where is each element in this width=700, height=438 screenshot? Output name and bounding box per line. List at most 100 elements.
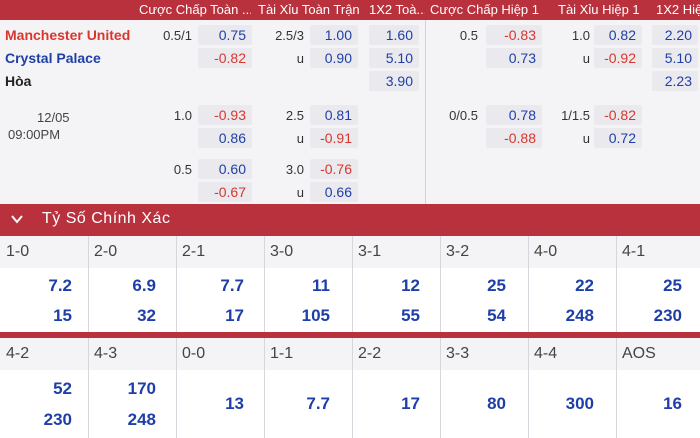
ou-under-label: u [296,51,304,66]
score-label: 4-1 [622,243,646,260]
odds-cell[interactable]: 0.81 [310,105,358,125]
handicap-line: 0/0.5 [449,108,478,123]
column-divider [176,338,177,438]
score-odds[interactable]: 17 [225,306,244,325]
score-values: 52 230 170 248 13 7.7 17 80 300 16 [0,370,700,438]
odds-cell[interactable]: 3.90 [369,71,419,91]
odds-cell[interactable]: -0.92 [594,48,642,68]
header-handicap-half[interactable]: Cược Chấp Hiệp 1 [430,2,539,17]
score-label: 4-0 [534,243,558,260]
match-time: 09:00PM [8,127,61,142]
column-divider [440,236,441,332]
score-grid-row1: 1-0 2-0 2-1 3-0 3-1 3-2 4-0 4-1 7.2 15 6… [0,236,700,332]
header-1x2-full[interactable]: 1X2 Toà... [369,2,425,17]
score-label: 3-2 [446,243,470,260]
score-odds[interactable]: 230 [653,306,682,325]
odds-cell[interactable]: 1.00 [310,25,358,45]
odds-cell[interactable]: 5.10 [369,48,419,68]
score-label: AOS [622,345,656,362]
score-odds[interactable]: 25 [663,276,682,295]
odds-cell[interactable]: -0.67 [198,182,252,202]
odds-cell[interactable]: 0.73 [486,48,542,68]
odds-panel: Cược Chấp Toàn ... Tài Xỉu Toàn Trận 1X2… [0,0,700,204]
half-divider [425,20,426,204]
header-over-under-half[interactable]: Tài Xỉu Hiệp 1 [558,2,640,17]
header-over-under-full[interactable]: Tài Xỉu Toàn Trận [258,2,360,17]
score-odds[interactable]: 80 [487,394,506,413]
odds-cell[interactable]: -0.83 [486,25,542,45]
odds-cell[interactable]: 2.20 [652,25,698,45]
score-odds[interactable]: 16 [663,394,682,413]
score-odds[interactable]: 22 [575,276,594,295]
odds-cell[interactable]: -0.76 [310,159,358,179]
odds-cell[interactable]: 5.10 [652,48,698,68]
header-handicap-full[interactable]: Cược Chấp Toàn ... [139,2,251,17]
column-divider [440,338,441,438]
score-odds[interactable]: 55 [401,306,420,325]
handicap-line: 1.0 [173,108,192,123]
score-label: 2-2 [358,345,382,362]
score-odds[interactable]: 11 [312,276,330,295]
score-odds[interactable]: 105 [301,306,330,325]
score-label: 1-1 [270,345,294,362]
score-values: 7.2 15 6.9 32 7.7 17 11 105 12 55 25 54 … [0,268,700,332]
score-odds[interactable]: 170 [127,379,156,398]
score-odds[interactable]: 248 [565,306,594,325]
odds-cell[interactable]: 0.82 [594,25,642,45]
correct-score-title: Tỷ Số Chính Xác [42,210,171,227]
ou-line: 1.0 [571,28,590,43]
match-date: 12/05 [37,110,70,125]
score-odds[interactable]: 15 [53,306,72,325]
ou-under-label: u [296,131,304,146]
ou-under-label: u [582,131,590,146]
ou-line: 2.5 [285,108,304,123]
score-odds[interactable]: 13 [225,394,244,413]
score-odds[interactable]: 52 [53,379,72,398]
score-odds[interactable]: 32 [137,306,156,325]
odds-cell[interactable]: 0.90 [310,48,358,68]
odds-cell[interactable]: 0.75 [198,25,252,45]
odds-cell[interactable]: 2.23 [652,71,698,91]
away-team-name[interactable]: Crystal Palace [5,50,101,66]
odds-cell[interactable]: -0.91 [310,128,358,148]
score-odds[interactable]: 54 [487,306,506,325]
column-divider [352,338,353,438]
score-odds[interactable]: 300 [565,394,594,413]
handicap-line: 0.5 [459,28,478,43]
correct-score-header[interactable]: Tỷ Số Chính Xác [0,204,700,236]
header-1x2-half[interactable]: 1X2 Hiệ... [656,2,700,17]
column-divider [264,338,265,438]
odds-cell[interactable]: 0.86 [198,128,252,148]
odds-cell[interactable]: -0.82 [594,105,642,125]
odds-cell[interactable]: 0.72 [594,128,642,148]
odds-cell[interactable]: 0.60 [198,159,252,179]
odds-cell[interactable]: -0.88 [486,128,542,148]
odds-cell[interactable]: -0.82 [198,48,252,68]
score-odds[interactable]: 25 [487,276,506,295]
score-odds[interactable]: 7.2 [48,276,72,295]
odds-cell[interactable]: 0.66 [310,182,358,202]
row-separator [0,332,700,338]
odds-cell[interactable]: 1.60 [369,25,419,45]
score-odds[interactable]: 230 [43,410,72,429]
odds-cell[interactable]: -0.93 [198,105,252,125]
odds-cell[interactable]: 0.78 [486,105,542,125]
score-label: 4-3 [94,345,118,362]
column-divider [352,236,353,332]
draw-label: Hòa [5,73,32,89]
score-odds[interactable]: 7.7 [220,276,244,295]
score-odds[interactable]: 248 [127,410,156,429]
score-label: 4-4 [534,345,558,362]
score-label: 4-2 [6,345,30,362]
chevron-down-icon[interactable] [10,212,24,226]
score-label: 0-0 [182,345,206,362]
home-team-name[interactable]: Manchester United [5,27,131,43]
ou-line: 2.5/3 [275,28,304,43]
score-label: 3-0 [270,243,294,260]
score-odds[interactable]: 6.9 [132,276,156,295]
column-divider [528,236,529,332]
score-odds[interactable]: 12 [401,276,420,295]
score-odds[interactable]: 7.7 [306,394,330,413]
score-odds[interactable]: 17 [401,394,420,413]
odds-header: Cược Chấp Toàn ... Tài Xỉu Toàn Trận 1X2… [0,0,700,20]
